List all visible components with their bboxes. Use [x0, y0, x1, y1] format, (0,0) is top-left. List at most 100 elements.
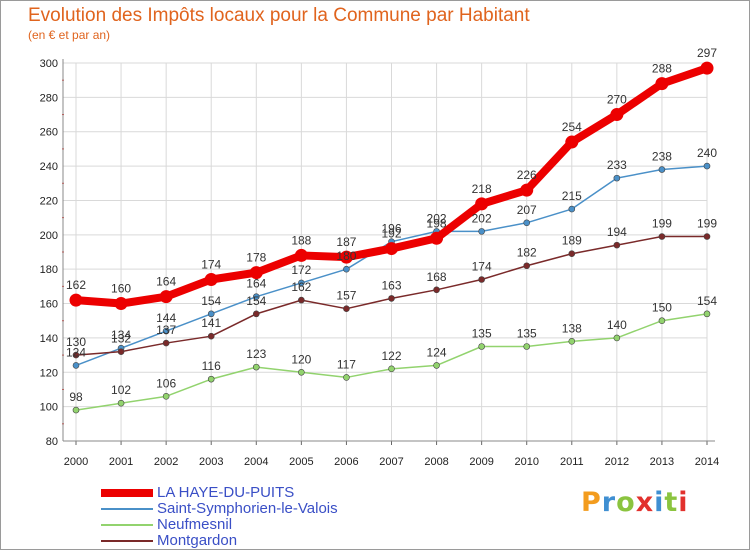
- y-tick-label: 300: [40, 58, 58, 70]
- data-point: [204, 272, 218, 286]
- legend-label: Neufmesnil: [157, 516, 233, 533]
- logo-letter: x: [635, 487, 655, 518]
- data-label: 199: [652, 217, 672, 231]
- data-label: 116: [202, 359, 221, 373]
- data-point: [72, 351, 80, 359]
- y-tick-label: 200: [40, 230, 58, 242]
- data-label: 199: [697, 217, 717, 231]
- x-tick-label: 2005: [289, 456, 313, 468]
- data-point: [658, 317, 666, 325]
- data-label: 240: [697, 146, 717, 160]
- y-tick-label: 280: [40, 92, 58, 104]
- x-tick-label: 2010: [514, 456, 538, 468]
- data-label: 106: [156, 376, 176, 390]
- data-label: 270: [607, 93, 627, 107]
- data-point: [252, 363, 260, 371]
- data-point: [523, 343, 531, 350]
- x-tick-label: 2008: [424, 456, 448, 468]
- y-tick-label: 240: [40, 161, 58, 173]
- data-label: 178: [246, 251, 266, 265]
- data-point: [252, 310, 260, 318]
- data-point: [700, 61, 714, 75]
- logo-letter: o: [616, 487, 636, 518]
- series-group: [72, 233, 711, 359]
- data-point: [568, 338, 576, 345]
- data-label: 182: [517, 246, 537, 260]
- data-label: 134: [111, 328, 131, 342]
- data-point: [252, 293, 260, 300]
- data-label: 254: [562, 120, 582, 134]
- data-label: 202: [472, 211, 492, 225]
- data-label: 140: [607, 318, 627, 332]
- data-point: [114, 297, 128, 311]
- proxiti-logo: Proxiti: [581, 487, 689, 518]
- data-label: 233: [607, 158, 627, 172]
- data-label: 194: [607, 225, 627, 239]
- x-tick-label: 2009: [469, 456, 493, 468]
- data-point: [388, 295, 395, 302]
- data-point: [523, 262, 531, 270]
- data-point: [478, 276, 485, 283]
- data-point: [658, 233, 666, 240]
- data-point: [249, 266, 263, 280]
- data-point: [703, 310, 711, 318]
- data-label: 172: [291, 263, 311, 277]
- x-tick-label: 2003: [199, 456, 223, 468]
- data-point: [610, 108, 624, 122]
- logo-letter: r: [601, 487, 617, 518]
- x-tick-label: 2006: [334, 456, 358, 468]
- legend-swatch: [101, 489, 153, 497]
- data-point: [162, 327, 170, 335]
- legend-swatch: [101, 524, 153, 526]
- data-point: [478, 228, 485, 235]
- y-tick-label: 160: [40, 299, 58, 311]
- data-point: [339, 250, 353, 264]
- x-tick-label: 2004: [244, 456, 268, 468]
- data-label: 188: [291, 233, 311, 247]
- y-tick-label: 260: [40, 127, 58, 139]
- data-label: 238: [652, 150, 672, 164]
- data-point: [703, 162, 711, 170]
- data-label: 98: [69, 390, 83, 404]
- data-label: 174: [201, 257, 221, 271]
- data-point: [703, 233, 711, 240]
- data-point: [475, 197, 489, 211]
- data-label: 160: [111, 282, 131, 296]
- data-point: [343, 305, 350, 313]
- chart-subtitle: (en € et par an): [28, 28, 111, 42]
- logo-letter: P: [581, 487, 602, 518]
- data-label: 164: [156, 275, 176, 289]
- y-tick-label: 80: [46, 436, 58, 448]
- data-label: 135: [517, 327, 537, 341]
- data-label: 141: [201, 316, 221, 330]
- data-point: [568, 250, 576, 258]
- data-label: 124: [66, 345, 86, 359]
- data-label: 117: [337, 357, 356, 371]
- legend-item: LA HAYE-DU-PUITS: [101, 484, 401, 501]
- data-label: 122: [381, 349, 401, 363]
- y-tick-label: 180: [40, 264, 58, 276]
- legend-item: Neufmesnil: [101, 516, 401, 533]
- data-point: [433, 362, 440, 369]
- y-tick-label: 220: [40, 195, 58, 207]
- series-group: [72, 162, 711, 369]
- data-label: 168: [427, 270, 447, 284]
- data-label: 120: [291, 352, 311, 366]
- legend-label: LA HAYE-DU-PUITS: [157, 484, 295, 501]
- y-tick-label: 140: [40, 333, 58, 345]
- data-point: [343, 265, 350, 273]
- data-point: [568, 205, 576, 213]
- data-label: 202: [427, 211, 447, 225]
- data-point: [117, 348, 125, 355]
- data-point: [72, 406, 80, 414]
- x-tick-label: 2014: [695, 456, 719, 468]
- data-point: [298, 368, 305, 376]
- data-label: 174: [472, 259, 492, 273]
- data-label: 180: [336, 249, 356, 263]
- data-point: [565, 135, 579, 149]
- data-label: 189: [562, 234, 582, 248]
- data-label: 130: [66, 335, 86, 349]
- data-label: 215: [562, 189, 582, 203]
